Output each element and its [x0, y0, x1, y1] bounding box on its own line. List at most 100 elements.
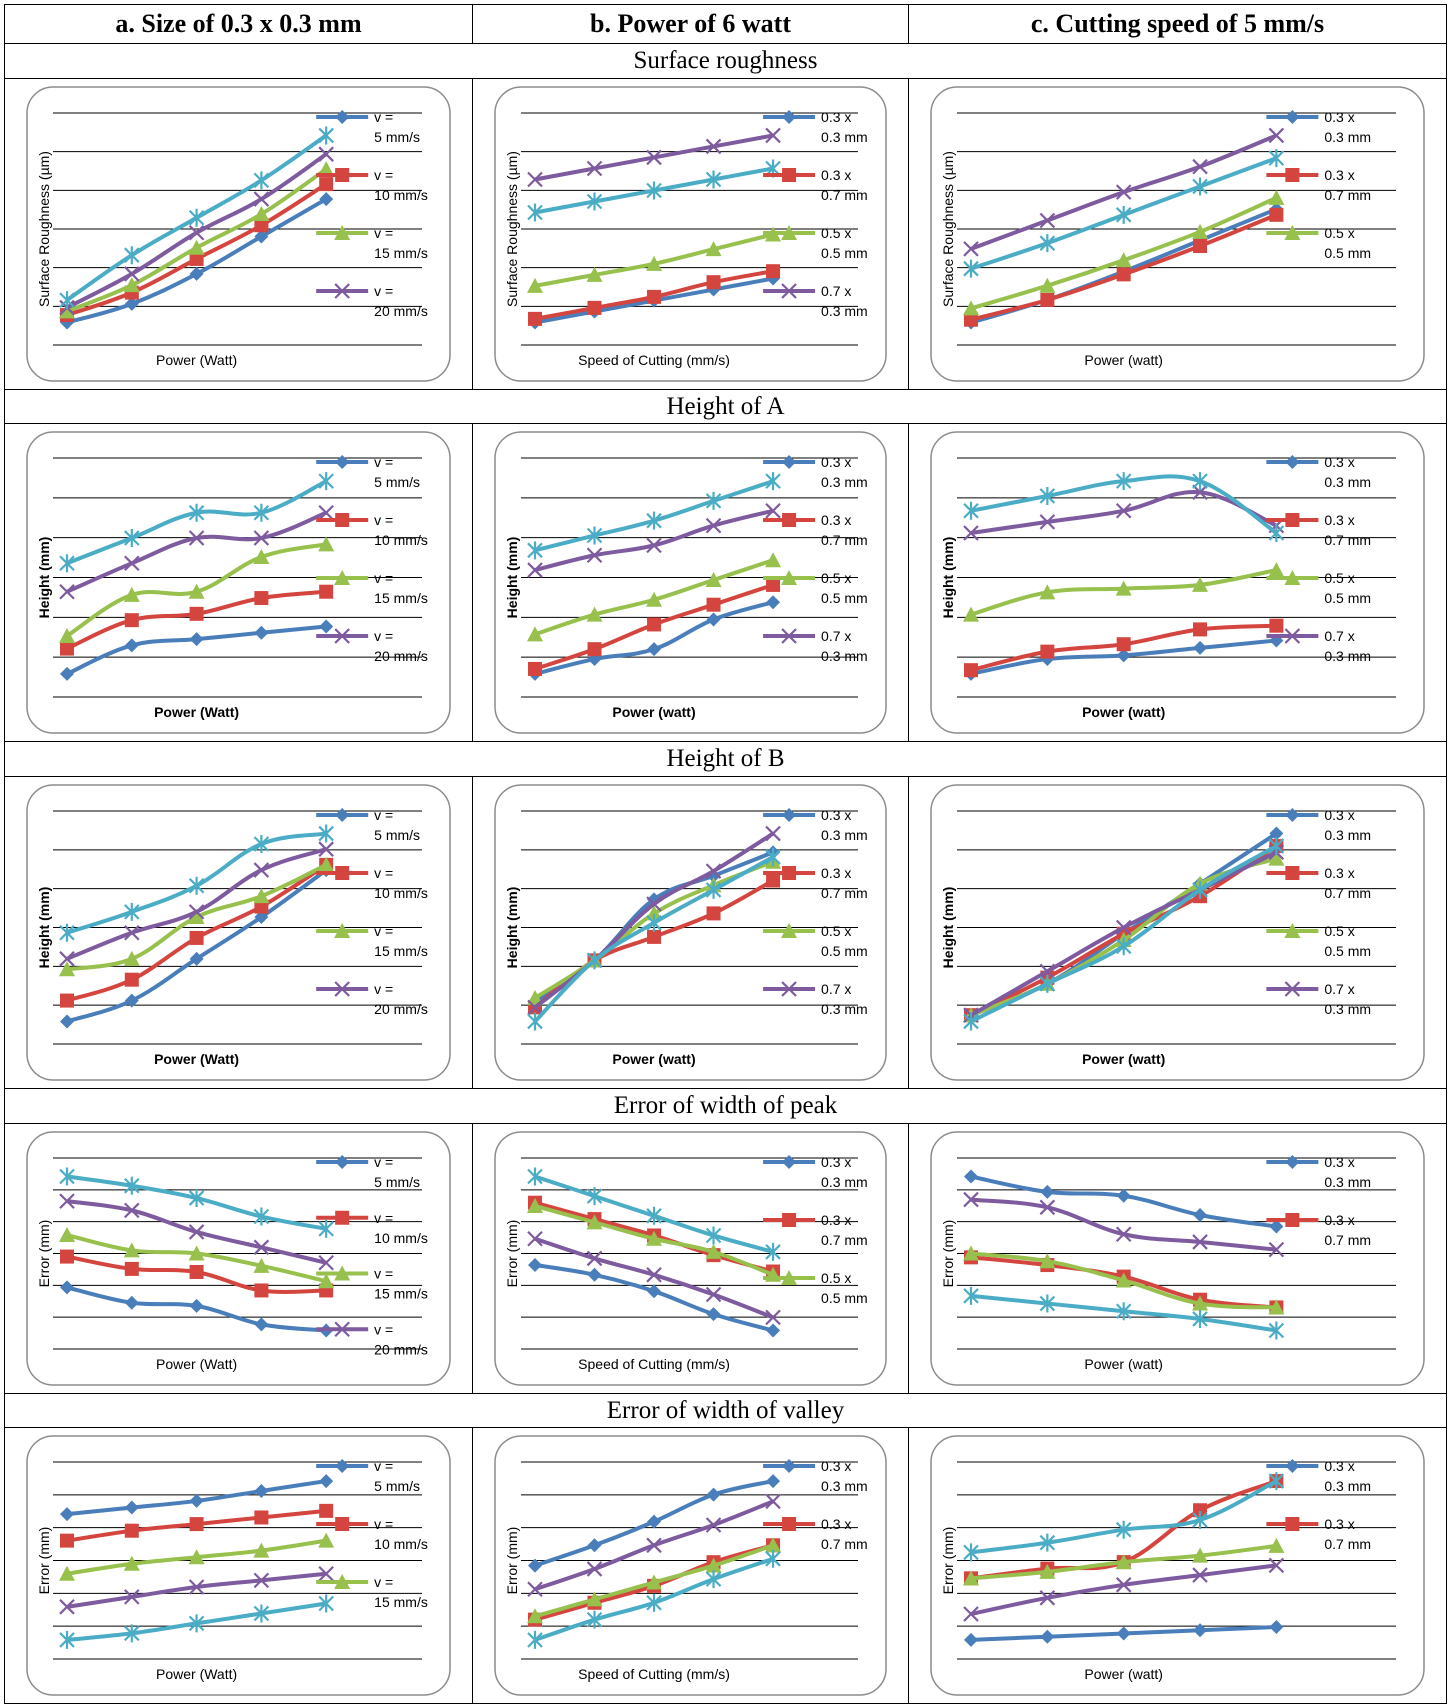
data-point — [254, 229, 269, 244]
data-point — [253, 1239, 270, 1255]
y-axis-label: Height (mm) — [36, 886, 52, 968]
data-point — [646, 1574, 663, 1590]
legend-marker — [335, 455, 350, 470]
data-point — [705, 1226, 722, 1245]
series-unlabeled-5 — [963, 1286, 1285, 1340]
data-point — [1192, 577, 1209, 593]
data-point — [189, 1298, 204, 1313]
data-point — [318, 1594, 334, 1613]
data-point — [1115, 936, 1132, 955]
data-point — [1192, 1548, 1209, 1564]
data-point — [188, 239, 205, 255]
data-point — [253, 205, 270, 221]
legend-item: 0.7 x 0.3 mm — [763, 628, 868, 664]
chart-frame — [26, 1435, 451, 1697]
legend-marker — [782, 1517, 797, 1532]
data-point — [1115, 251, 1132, 267]
legend-label: v = 10 mm/s — [374, 167, 428, 203]
data-point — [706, 612, 721, 627]
x-axis-label: Power (Watt) — [156, 1666, 237, 1682]
data-point — [964, 1169, 978, 1184]
figure-table: a. Size of 0.3 x 0.3 mm b. Power of 6 wa… — [4, 4, 1447, 1704]
series-unlabeled-3 — [963, 1245, 1285, 1314]
data-point — [1268, 562, 1285, 578]
data-point — [766, 873, 781, 888]
data-point — [124, 1295, 139, 1310]
legend-label: v = 15 mm/s — [374, 1574, 428, 1610]
legend-item: v = 15 mm/s — [316, 1265, 428, 1301]
series-unlabeled-5 — [963, 148, 1285, 278]
data-point — [1268, 850, 1285, 866]
legend-item: 0.3 x 0.7 mm — [763, 167, 868, 203]
data-point — [706, 1488, 721, 1503]
data-point — [60, 993, 74, 1008]
legend-item: 0.3 x 0.3 mm — [1266, 454, 1371, 490]
legend-marker — [781, 570, 798, 586]
data-point — [189, 930, 204, 945]
legend-label: 0.7 x 0.3 mm — [1324, 981, 1371, 1017]
data-point — [527, 1197, 543, 1213]
data-point — [586, 1611, 603, 1630]
data-point — [188, 1614, 205, 1633]
legend-marker — [1285, 1459, 1300, 1474]
data-point — [765, 552, 782, 568]
data-point — [705, 1286, 722, 1302]
legend-item: 0.3 x 0.7 mm — [1266, 512, 1371, 548]
chart-cell: Power (Watt) Height (mm) v = 5 mm/s v = 10 mm… — [4, 423, 473, 742]
series-unlabeled-4 — [527, 1494, 781, 1598]
legend-marker — [335, 513, 350, 528]
data-point — [318, 126, 334, 145]
data-point — [646, 538, 662, 554]
chart-frame — [494, 783, 887, 1081]
legend-label: v = 5 mm/s — [374, 1154, 420, 1190]
series-0-3-x-0-7-mm — [528, 263, 781, 326]
data-point — [188, 584, 205, 600]
data-point — [527, 1012, 543, 1031]
legend-label: 0.7 x 0.3 mm — [821, 283, 868, 319]
x-axis-label: Power (Watt) — [156, 1356, 237, 1372]
data-point — [528, 662, 542, 677]
data-point — [705, 572, 722, 588]
series-unlabeled-5 — [527, 472, 781, 560]
y-axis-label: Height (mm) — [940, 886, 956, 968]
data-point — [318, 1219, 334, 1238]
data-point — [705, 862, 722, 879]
data-point — [60, 1534, 74, 1549]
series-v-5-mm-s — [60, 191, 334, 330]
legend-label: v = 10 mm/s — [374, 512, 428, 548]
data-point — [1039, 1534, 1056, 1553]
legend-marker — [1284, 922, 1301, 938]
data-point — [527, 1581, 543, 1598]
data-point — [1040, 1630, 1055, 1645]
data-point — [124, 529, 140, 548]
legend-label: 0.3 x 0.7 mm — [1324, 1212, 1371, 1248]
data-point — [1192, 1295, 1209, 1311]
legend-item: 0.3 x 0.7 mm — [763, 512, 868, 548]
data-point — [124, 1524, 139, 1539]
legend-label: 0.3 x 0.3 mm — [821, 1154, 868, 1190]
data-point — [647, 891, 662, 906]
data-point — [586, 1186, 603, 1205]
data-point — [705, 1243, 722, 1259]
legend-item: v = 5 mm/s — [316, 1458, 420, 1494]
data-point — [705, 170, 722, 189]
data-point — [765, 1309, 781, 1325]
column-header-c: c. Cutting speed of 5 mm/s — [908, 4, 1447, 44]
legend-marker — [782, 1212, 797, 1227]
data-point — [188, 504, 205, 523]
data-point — [706, 1306, 721, 1321]
data-point — [59, 290, 75, 309]
legend-label: 0.5 x 0.5 mm — [1324, 225, 1371, 261]
data-point — [253, 1257, 270, 1273]
data-point — [646, 1206, 662, 1225]
legend-item: 0.3 x 0.3 mm — [763, 1458, 868, 1494]
data-point — [189, 251, 204, 266]
y-axis-label: Error (mm) — [504, 1219, 520, 1287]
data-point — [587, 1267, 602, 1282]
data-point — [1192, 158, 1208, 174]
data-point — [60, 1507, 74, 1522]
data-point — [318, 160, 335, 176]
legend-item: v = 5 mm/s — [316, 109, 420, 145]
series-unlabeled-5 — [527, 1550, 781, 1650]
